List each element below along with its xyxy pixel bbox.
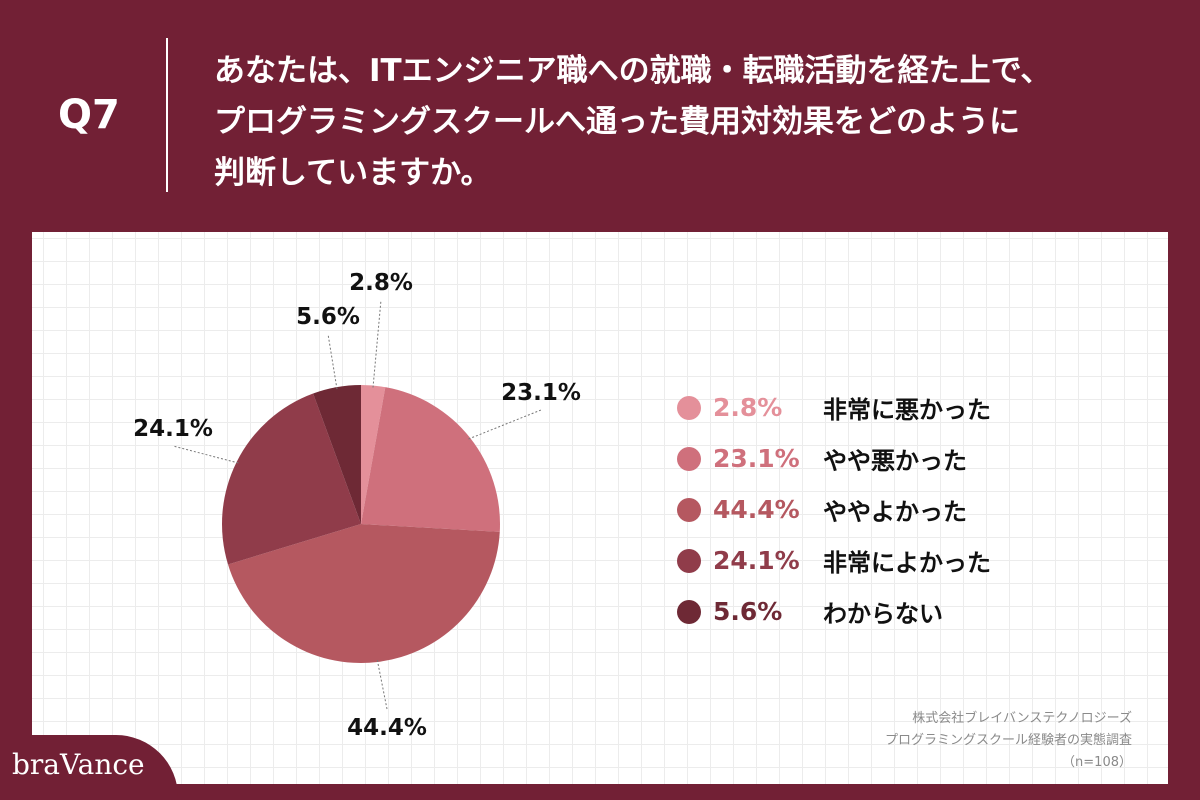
- legend-item-somewhat-bad: 23.1% やや悪かった: [677, 433, 991, 484]
- data-label-unknown: 5.6%: [296, 304, 360, 330]
- source-survey: プログラミングスクール経験者の実態調査: [884, 733, 1132, 748]
- legend-swatch: [677, 395, 701, 420]
- legend-value: 24.1%: [713, 546, 800, 575]
- legend-swatch: [677, 599, 701, 624]
- pie-slice-unknown: [313, 385, 361, 524]
- legend-swatch: [677, 548, 701, 573]
- legend-item-unknown: 5.6% わからない: [677, 586, 991, 637]
- leader-line-somewhat-good: [376, 659, 388, 710]
- legend-item-very-bad: 2.8% 非常に悪かった: [677, 382, 991, 433]
- source-note: 株式会社ブレイバンステクノロジーズ プログラミングスクール経験者の実態調査 （n…: [885, 708, 1132, 774]
- legend-label: 非常に悪かった: [823, 396, 991, 424]
- header-divider: [166, 38, 168, 192]
- question-number: Q7: [58, 92, 120, 138]
- leader-line-very-bad: [372, 299, 382, 388]
- legend-item-very-good: 24.1% 非常によかった: [677, 535, 991, 586]
- leader-line-somewhat-bad: [468, 409, 542, 440]
- question-line-1: あなたは、ITエンジニア職への就職・転職活動を経た上で、: [214, 53, 1052, 89]
- data-label-very-good: 24.1%: [133, 416, 213, 442]
- legend-value: 44.4%: [713, 495, 800, 524]
- pie-slice-somewhat-bad: [361, 387, 501, 532]
- legend-swatch: [677, 446, 701, 471]
- legend-value: 5.6%: [713, 597, 783, 626]
- data-label-very-bad: 2.8%: [349, 270, 413, 296]
- pie-slice-somewhat-good: [228, 524, 500, 663]
- logo-tab: [0, 735, 178, 800]
- pie-chart: 2.8% 23.1% 44.4% 24.1% 5.6%: [133, 270, 581, 741]
- legend-label: やや悪かった: [823, 447, 967, 475]
- question-line-3: 判断していますか。: [214, 155, 492, 191]
- legend: 2.8% 非常に悪かった 23.1% やや悪かった 44.4% ややよかった 2…: [677, 382, 991, 637]
- data-label-somewhat-bad: 23.1%: [501, 380, 581, 406]
- question-line-2: プログラミングスクールへ通った費用対効果をどのように: [214, 104, 1020, 140]
- legend-value: 23.1%: [713, 444, 800, 473]
- source-company: 株式会社ブレイバンステクノロジーズ: [912, 711, 1132, 726]
- pie-slice-very-bad: [361, 385, 386, 524]
- chart-panel: 2.8% 23.1% 44.4% 24.1% 5.6% 2.8% 非常に悪かった 23.…: [32, 232, 1168, 784]
- legend-label: わからない: [823, 600, 943, 628]
- question-text: あなたは、ITエンジニア職への就職・転職活動を経た上で、 プログラミングスクール…: [214, 46, 1174, 199]
- pie-slice-very-good: [222, 393, 361, 565]
- legend-value: 2.8%: [713, 393, 783, 422]
- header: Q7 あなたは、ITエンジニア職への就職・転職活動を経た上で、 プログラミングス…: [0, 0, 1200, 230]
- leader-line-very-good: [172, 445, 239, 464]
- legend-label: 非常によかった: [823, 549, 991, 577]
- legend-item-somewhat-good: 44.4% ややよかった: [677, 484, 991, 535]
- source-sample: （n=108）: [1062, 755, 1132, 770]
- legend-swatch: [677, 497, 701, 522]
- legend-label: ややよかった: [823, 498, 967, 526]
- data-label-somewhat-good: 44.4%: [347, 715, 427, 741]
- leader-line-unknown: [327, 333, 338, 390]
- bravance-logo: braVance: [12, 748, 145, 781]
